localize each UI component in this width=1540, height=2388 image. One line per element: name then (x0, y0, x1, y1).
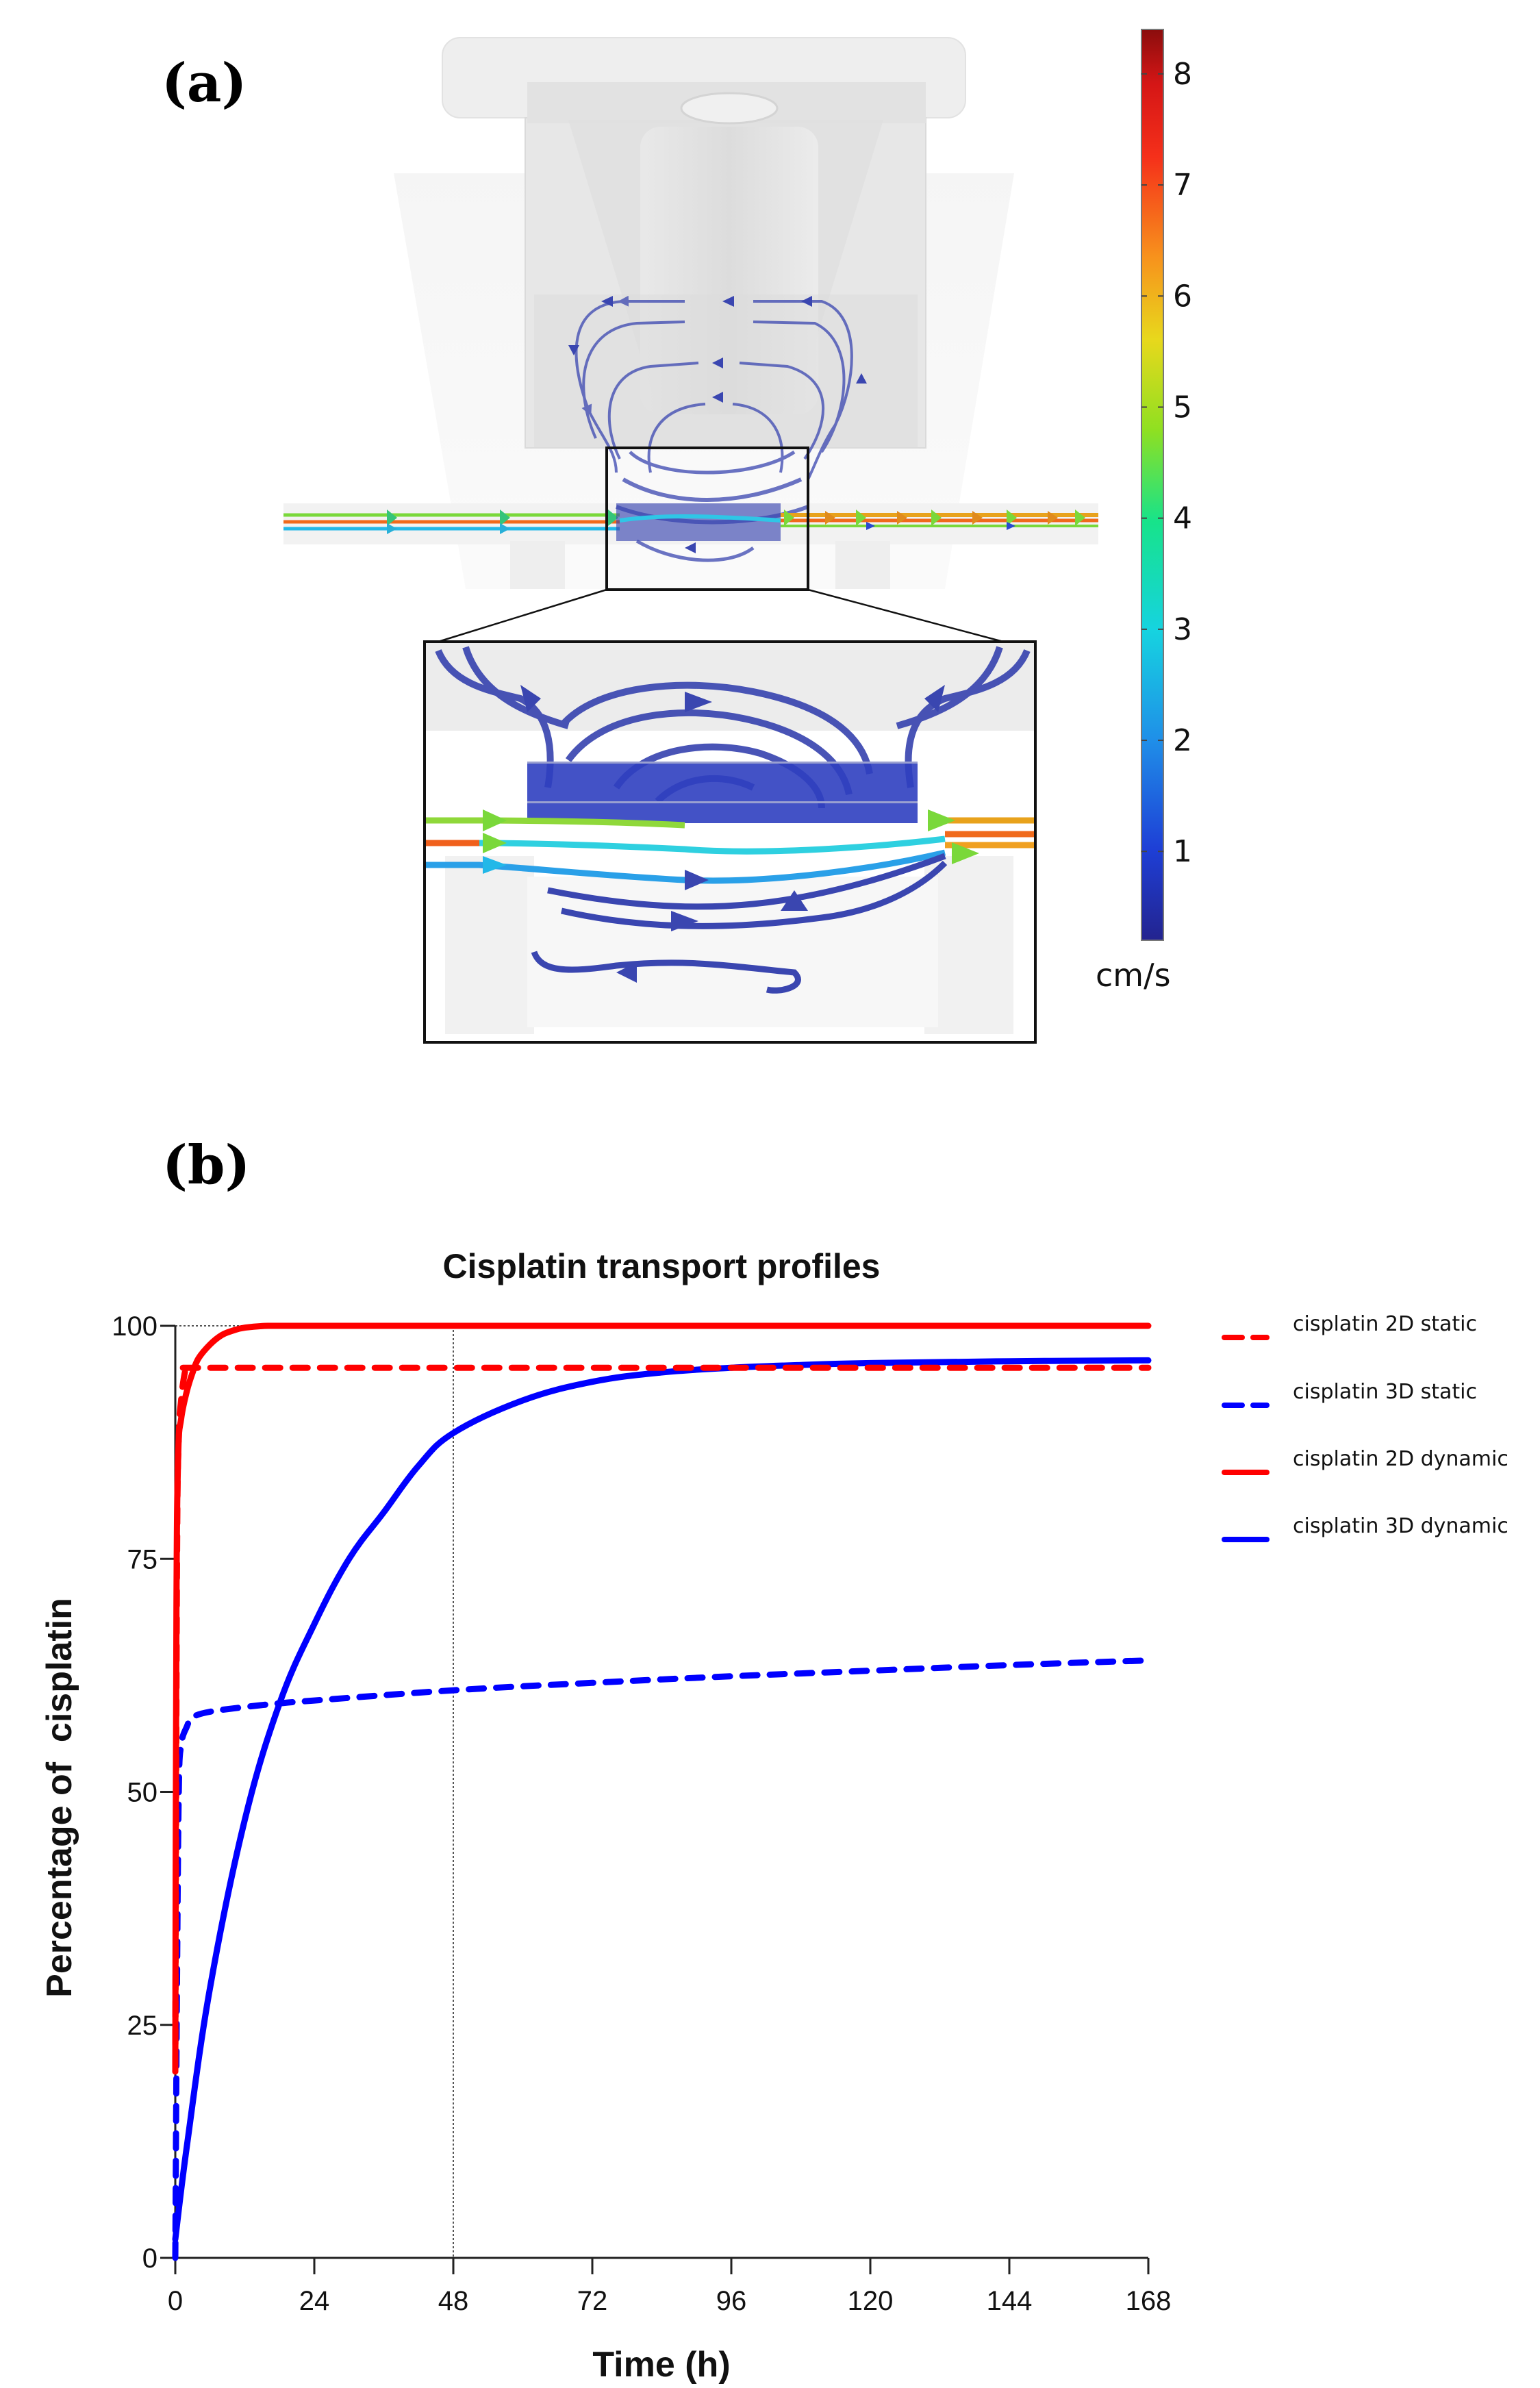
colorbar-tick-label: 2 (1173, 723, 1192, 758)
y-tick-label: 50 (127, 1778, 158, 1808)
series-line-cisplatin-2d-dynamic (172, 1322, 1152, 2075)
data-series (172, 1322, 1152, 2261)
legend-label: cisplatin 3D static (1293, 1380, 1477, 1404)
colorbar-tick-label: 6 (1173, 279, 1192, 314)
legend-label: cisplatin 2D static (1293, 1312, 1477, 1336)
colorbar-unit: cm/s (1096, 957, 1171, 994)
panel-b-label: (b) (162, 1134, 250, 1196)
x-tick-label: 120 (848, 2286, 894, 2316)
y-tick-label: 0 (142, 2244, 157, 2274)
colorbar-gradient (1141, 29, 1164, 941)
colorbar-tick-label: 5 (1173, 390, 1192, 425)
chart-title: Cisplatin transport profiles (443, 1247, 881, 1285)
x-axis-title: Time (h) (592, 2345, 730, 2385)
series-line-cisplatin-3d-static (172, 1657, 1152, 2261)
y-tick-label: 75 (127, 1544, 158, 1574)
x-tick-label: 96 (716, 2286, 747, 2316)
x-tick-label: 0 (168, 2286, 183, 2316)
x-tick-label: 48 (438, 2286, 469, 2316)
y-tick-label: 100 (112, 1311, 157, 1342)
legend: cisplatin 2D static cisplatin 3D static ci… (1222, 1312, 1509, 1542)
y-axis-title: Percentage of cisplatin (40, 1598, 79, 1998)
channel-streamlines (283, 503, 1098, 541)
series-line-cisplatin-3d-dynamic (172, 1357, 1152, 2243)
colorbar-ticks: 8 7 6 5 4 3 2 1 (1141, 57, 1192, 869)
x-tick-label: 72 (577, 2286, 608, 2316)
left-foot (510, 541, 565, 589)
panel-a-label: (a) (162, 52, 247, 114)
top-opening (680, 92, 779, 125)
x-tick-label: 168 (1126, 2286, 1172, 2316)
inset-view (423, 640, 1037, 1044)
colorbar-tick-label: 7 (1173, 168, 1192, 203)
zoom-connector-right (807, 588, 1004, 643)
panel-b: (b) Cisplatin transport profiles 0 25 50 75… (40, 1134, 1509, 2385)
colorbar-tick-label: 8 (1173, 57, 1192, 92)
right-foot (835, 541, 890, 589)
zoom-connector-left (438, 588, 607, 643)
y-tick-label: 25 (127, 2011, 158, 2041)
reference-lines (175, 1325, 454, 2258)
series-line-cisplatin-2d-static (172, 1364, 1152, 2075)
panel-a: (a) (162, 29, 1192, 1044)
colorbar-tick-label: 3 (1173, 612, 1192, 647)
plot-area: 0 25 50 75 100 0 24 48 72 96 120 144 168 (112, 1311, 1171, 2316)
zoom-region-box (605, 447, 809, 591)
colorbar-tick-label: 1 (1173, 834, 1192, 869)
legend-label: cisplatin 2D dynamic (1293, 1447, 1509, 1471)
colorbar-tick-label: 4 (1173, 501, 1192, 536)
velocity-colorbar: 8 7 6 5 4 3 2 1 cm/s (1096, 29, 1192, 994)
x-tick-label: 144 (987, 2286, 1033, 2316)
inset-frame (423, 640, 1037, 1044)
x-tick-label: 24 (299, 2286, 330, 2316)
recirculation-arrows (568, 296, 867, 553)
legend-label: cisplatin 3D dynamic (1293, 1514, 1509, 1538)
axes: 0 25 50 75 100 0 24 48 72 96 120 144 168 (112, 1311, 1171, 2316)
